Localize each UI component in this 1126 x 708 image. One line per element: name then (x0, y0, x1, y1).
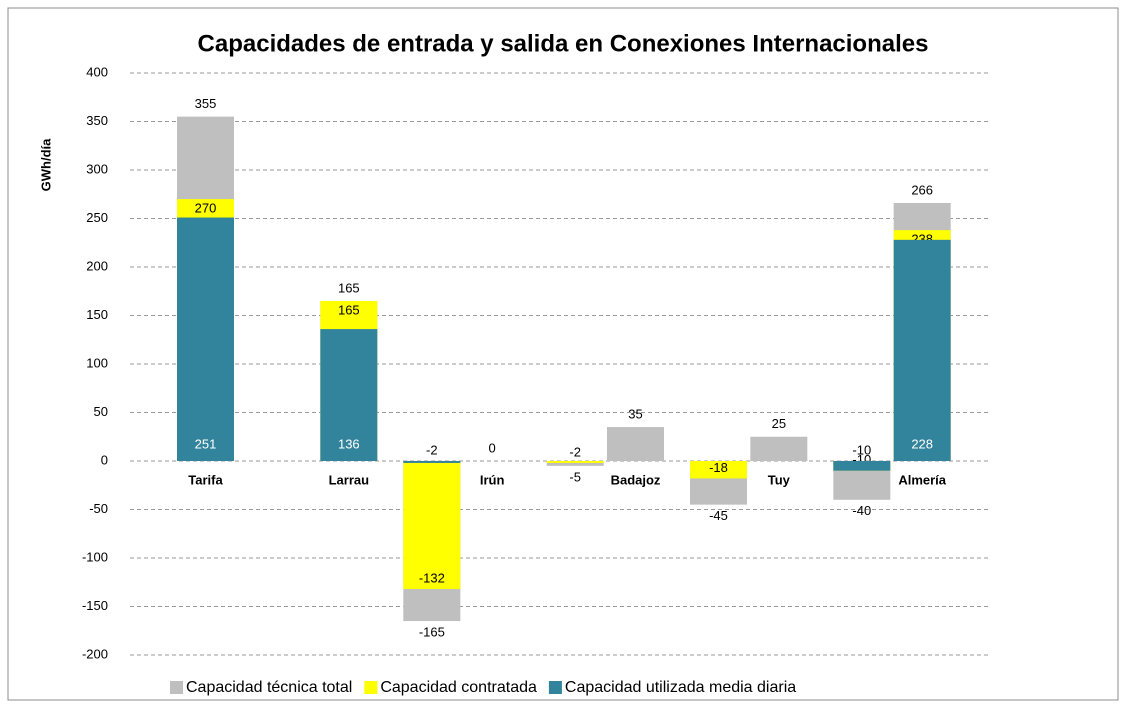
y-tick-label: 0 (101, 452, 108, 467)
data-label: -18 (709, 460, 728, 475)
data-label: -5 (569, 469, 581, 484)
bar (833, 461, 891, 471)
bar (320, 329, 378, 461)
data-label: -165 (419, 624, 445, 639)
chart-title: Capacidades de entrada y salida en Conex… (198, 30, 929, 57)
bar (177, 217, 234, 461)
y-tick-label: 400 (86, 64, 108, 79)
y-tick-label: 250 (86, 210, 108, 225)
x-tick-label: Tuy (768, 472, 791, 487)
y-axis-label: GWh/día (38, 138, 53, 191)
x-tick-label: Irún (480, 472, 505, 487)
y-tick-label: 50 (94, 404, 108, 419)
data-label: 355 (195, 96, 217, 111)
legend-swatch (548, 681, 562, 694)
chart-frame (7, 7, 1119, 701)
data-label: 270 (195, 201, 217, 216)
y-tick-label: 300 (86, 161, 108, 176)
y-tick-label: 200 (86, 258, 108, 273)
data-label: -2 (569, 444, 581, 459)
bar (403, 461, 461, 590)
legend-label: Capacidad contratada (380, 679, 537, 696)
data-label: 165 (338, 280, 360, 295)
data-label: -40 (852, 503, 871, 518)
data-label: 266 (911, 182, 933, 197)
data-label: 25 (772, 416, 786, 431)
y-tick-label: -100 (82, 549, 108, 564)
data-label: -132 (419, 570, 445, 585)
data-label: -2 (426, 442, 438, 457)
bar (690, 461, 747, 479)
data-label: -10 (852, 442, 871, 457)
data-label: 0 (489, 440, 496, 455)
y-tick-label: -50 (89, 501, 108, 516)
data-label: 251 (195, 436, 217, 451)
x-tick-label: Almería (898, 472, 946, 487)
bar (546, 461, 604, 463)
bar (607, 427, 664, 461)
bar (546, 461, 604, 466)
y-tick-label: -200 (82, 646, 108, 661)
x-tick-label: Tarifa (188, 472, 223, 487)
legend-swatch (170, 681, 183, 694)
data-label: -45 (709, 508, 728, 523)
data-label: 35 (628, 406, 642, 421)
x-tick-label: Badajoz (611, 472, 661, 487)
y-tick-label: 350 (86, 113, 108, 128)
y-tick-label: 100 (86, 355, 108, 370)
data-label: 228 (911, 436, 933, 451)
data-label: 136 (338, 436, 360, 451)
bar (403, 461, 461, 463)
legend-swatch (364, 681, 378, 694)
bar (750, 436, 808, 461)
legend-label: Capacidad técnica total (186, 679, 352, 696)
y-tick-label: 150 (86, 307, 108, 322)
legend-label: Capacidad utilizada media diaria (565, 679, 796, 696)
data-label: 165 (338, 302, 360, 317)
y-tick-label: -150 (82, 598, 108, 613)
x-tick-label: Larrau (329, 472, 370, 487)
bar (893, 239, 951, 461)
